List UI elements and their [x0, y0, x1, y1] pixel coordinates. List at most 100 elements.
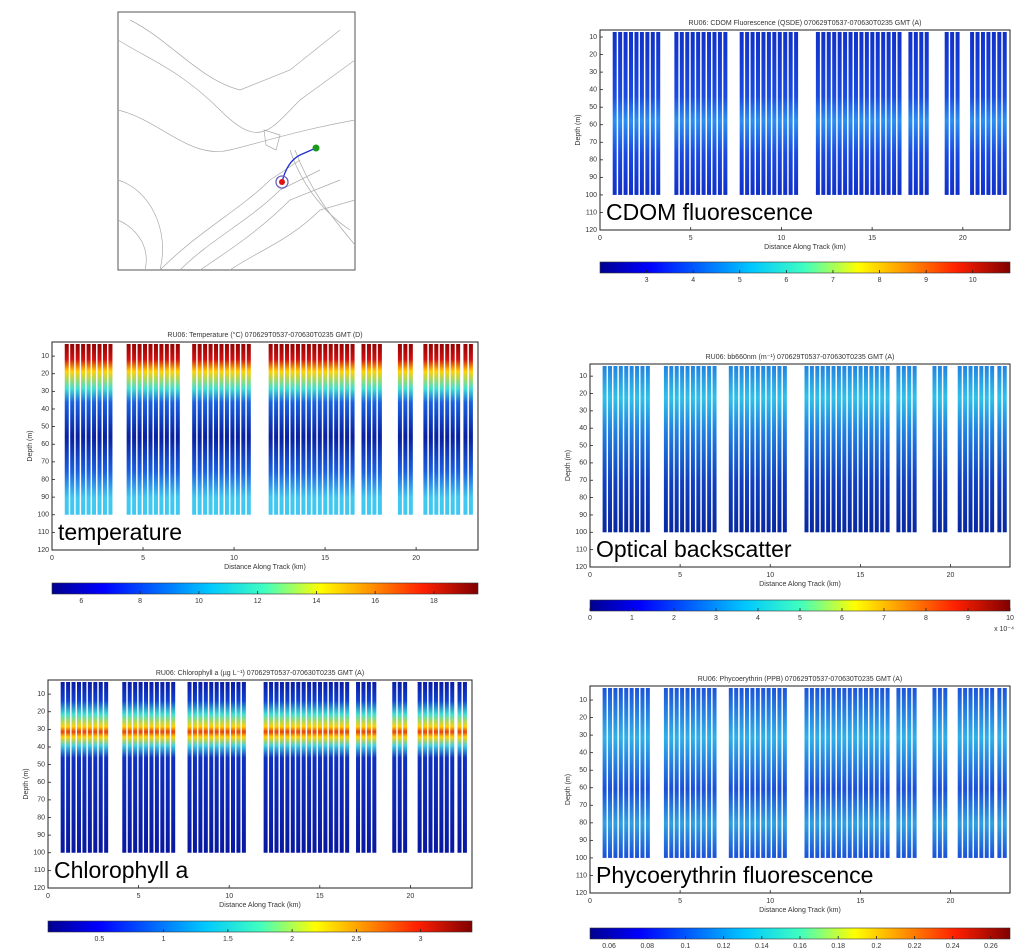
profile-stripe: [650, 32, 655, 195]
profile-stripe: [372, 344, 377, 515]
profile-stripe: [831, 688, 836, 858]
profile-stripe: [126, 344, 131, 515]
profile-stripe: [756, 32, 761, 195]
profile-stripe: [236, 682, 241, 853]
y-tick-label: 90: [589, 174, 597, 181]
profile-stripe: [968, 688, 973, 858]
profile-stripe: [701, 688, 706, 858]
y-tick-label: 20: [579, 714, 587, 721]
profile-stripe: [629, 366, 634, 533]
plot-frame: [51, 341, 479, 551]
y-tick-label: 70: [579, 477, 587, 484]
profile-stripe: [739, 32, 744, 195]
profile-stripe: [975, 32, 980, 195]
y-tick-label: 80: [41, 476, 49, 483]
profile-stripe: [645, 32, 650, 195]
profile-stripe: [274, 344, 279, 515]
profile-stripe: [423, 682, 428, 853]
profile-stripe: [97, 344, 102, 515]
x-tick-label: 15: [316, 893, 324, 900]
x-tick-label: 10: [766, 898, 774, 905]
profile-stripe: [880, 366, 885, 533]
y-tick-label: 30: [589, 69, 597, 76]
colorbar-tick-label: 9: [966, 615, 970, 622]
profile-stripe: [307, 682, 312, 853]
profile-stripe: [707, 32, 712, 195]
profile-stripe: [788, 32, 793, 195]
y-tick-label: 80: [579, 494, 587, 501]
y-tick-label: 90: [579, 512, 587, 519]
profile-stripe: [932, 688, 937, 858]
profile-stripe: [924, 32, 929, 195]
y-tick-label: 100: [37, 512, 49, 519]
profile-stripe: [973, 366, 978, 533]
profile-stripe: [295, 344, 300, 515]
profile-stripe: [755, 366, 760, 533]
y-tick-label: 50: [41, 423, 49, 430]
colorbar-tick-label: 5: [798, 615, 802, 622]
colorbar-tick-label: 16: [371, 598, 379, 605]
profile-stripe: [377, 344, 382, 515]
profile-stripe: [679, 32, 684, 195]
profile-stripe: [279, 344, 284, 515]
x-tick-label: 5: [137, 893, 141, 900]
colorbar-tick-label: 7: [882, 615, 886, 622]
x-axis-label: Distance Along Track (km): [759, 581, 841, 588]
plot-frame: [599, 29, 1011, 231]
profile-stripe: [957, 366, 962, 533]
y-tick-label: 120: [37, 547, 49, 554]
profile-stripe: [434, 344, 439, 515]
colorbar-tick-label: 7: [831, 277, 835, 284]
profile-stripe: [608, 366, 612, 533]
colorbar-tick-label: 0.24: [946, 943, 960, 950]
x-tick-label: 10: [766, 572, 774, 579]
profile-stripe: [990, 688, 995, 858]
plot-background: [600, 30, 1010, 230]
profile-stripe: [71, 682, 76, 853]
profile-stripe: [612, 32, 617, 195]
panel-label-background: [593, 862, 877, 889]
y-tick-label: 80: [579, 820, 587, 827]
profile-stripe: [87, 682, 92, 853]
y-tick-label: 110: [34, 867, 45, 874]
colorbar-tick-label: 12: [254, 598, 262, 605]
profile-stripe: [761, 32, 766, 195]
y-tick-label: 30: [579, 732, 587, 739]
profile-stripe: [932, 366, 937, 533]
x-tick-label: 0: [588, 572, 592, 579]
profile-stripe: [690, 688, 695, 858]
y-tick-label: 60: [579, 785, 587, 792]
colorbar-tick-label: 10: [969, 277, 977, 284]
profile-stripe: [815, 366, 820, 533]
profile-stripe: [690, 366, 695, 533]
profile-stripe: [750, 366, 755, 533]
y-tick-label: 60: [589, 122, 597, 129]
profile-stripe: [750, 32, 755, 195]
profile-stripe: [137, 344, 142, 515]
profile-stripe: [645, 366, 650, 533]
profile-stripe: [809, 366, 814, 533]
profile-stripe: [623, 32, 628, 195]
profile-stripe: [468, 344, 473, 515]
colorbar-tick-label: 0.2: [871, 943, 881, 950]
profile-stripe: [618, 366, 623, 533]
profile-stripe: [701, 32, 706, 195]
profile-stripe: [268, 344, 273, 515]
profile-stripe: [208, 344, 213, 515]
profile-stripe: [635, 366, 640, 533]
colorbar-multiplier: x 10⁻⁴: [994, 626, 1014, 633]
chart-title: RU06: Chlorophyll a (µg L⁻¹) 070629T0537…: [156, 670, 364, 677]
y-tick-label: 20: [41, 371, 49, 378]
x-tick-label: 20: [947, 572, 955, 579]
profile-stripe: [339, 682, 344, 853]
x-tick-label: 5: [689, 235, 693, 242]
profile-stripe: [669, 366, 674, 533]
profile-stripe: [843, 32, 848, 195]
profile-stripe: [132, 344, 137, 515]
x-tick-label: 0: [598, 235, 602, 242]
profile-stripe: [745, 688, 749, 858]
profile-stripe: [896, 366, 901, 533]
colorbar-tick-label: 2.5: [351, 936, 361, 943]
y-tick-label: 100: [575, 855, 587, 862]
